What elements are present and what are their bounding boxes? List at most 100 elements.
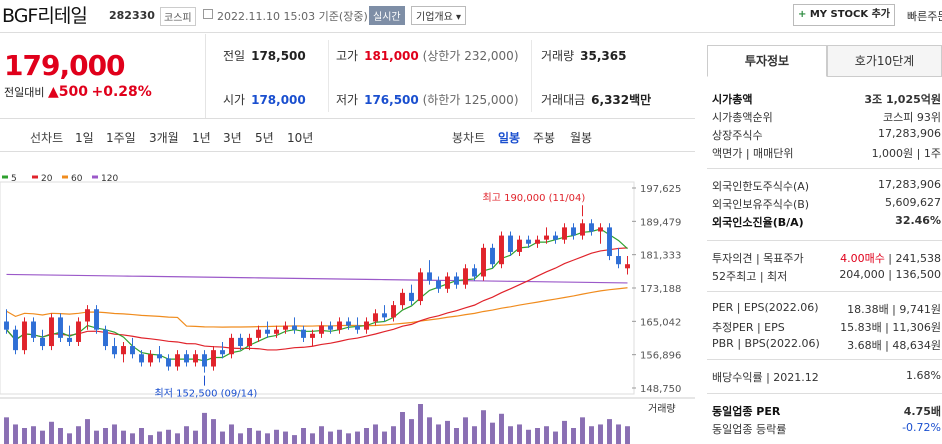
candle (58, 313, 63, 342)
info-row: 상장주식수 17,283,906 (712, 127, 942, 143)
candle (481, 243, 486, 281)
volume-bar (265, 433, 270, 444)
candle-body (409, 292, 414, 302)
candle-body (553, 235, 558, 240)
candle-body (364, 321, 369, 330)
candle-body (247, 337, 252, 347)
legend-label: 20 (41, 174, 53, 184)
volume-bar (382, 431, 387, 444)
candle (418, 268, 423, 306)
candle-body (256, 329, 261, 338)
candle-body (625, 264, 630, 269)
volume-bar (463, 417, 468, 444)
company-overview-dropdown[interactable]: 기업개요 ▾ (411, 6, 466, 25)
candle (616, 247, 621, 269)
tab-1year[interactable]: 1년 (192, 131, 211, 145)
volume-bar (94, 430, 99, 444)
candle-body (13, 329, 18, 351)
candle-body (373, 313, 378, 322)
volume-bar (364, 428, 369, 444)
info-row: PER | EPS(2022.06) 18.38배 | 9,741원 (712, 301, 942, 316)
tab-10year[interactable]: 10년 (287, 131, 314, 145)
candle-body (580, 223, 585, 236)
info-label: 시가총액 (712, 93, 753, 106)
candle (319, 321, 324, 338)
divider (707, 359, 942, 360)
volume-label: 거래량 (648, 403, 676, 415)
tab-investment-info[interactable]: 투자정보 (707, 45, 827, 77)
volume-bar (436, 424, 441, 444)
info-row: 투자의견 | 목표주가 4.00매수 | 241,538 (712, 250, 942, 266)
tab-3month[interactable]: 3개월 (149, 131, 179, 145)
candle (157, 346, 162, 363)
volume-bar (184, 426, 189, 444)
candle-body (274, 329, 279, 334)
volume-bar (13, 424, 18, 444)
info-row: 액면가 | 매매단위 1,000원 | 1주 (712, 145, 942, 161)
candle-body (472, 268, 477, 277)
candle (589, 219, 594, 236)
candle (535, 235, 540, 248)
prev-close-value: 178,500 (251, 49, 306, 63)
price-chart[interactable]: 5 20 60 120 197,625 189,479 181,333 173,188 165,… (0, 152, 695, 444)
volume-bar (4, 417, 9, 444)
candle (31, 317, 36, 342)
candle (553, 231, 558, 244)
candle (229, 333, 234, 359)
divider (328, 40, 329, 112)
info-value: 32.46% (895, 214, 941, 227)
candle (256, 325, 261, 342)
volume-bar (175, 433, 180, 444)
fast-order-link[interactable]: 빠른주문 (907, 10, 942, 23)
volume-bar (589, 426, 594, 444)
info-value: 3.68배 | 48,634원 (847, 339, 941, 352)
candle (454, 272, 459, 289)
realtime-button[interactable]: 실시간 (369, 6, 405, 25)
y-tick-label: 189,479 (640, 217, 681, 228)
candle-body (175, 354, 180, 367)
tab-1week[interactable]: 1주일 (106, 131, 136, 145)
tab-monthly[interactable]: 월봉 (570, 131, 593, 145)
price-change: 전일대비 ▲500 +0.28% (4, 84, 152, 100)
divider (531, 40, 532, 112)
open-label: 시가 (223, 93, 246, 107)
tab-5year[interactable]: 5년 (255, 131, 274, 145)
volume-bar (292, 435, 297, 444)
tab-daily[interactable]: 일봉 (498, 131, 521, 145)
tab-orderbook[interactable]: 호가10단계 (827, 45, 942, 77)
volume-bar (553, 431, 558, 444)
ma5-line (6, 228, 628, 362)
volume-bar (22, 428, 27, 444)
info-value: 17,283,906 (878, 178, 941, 191)
info-row: 동일업종 PER 4.75배 (712, 403, 942, 419)
candle (544, 227, 549, 244)
info-label: 외국인소진율(B/A) (712, 216, 804, 229)
tab-weekly[interactable]: 주봉 (533, 131, 556, 145)
candle-body (103, 329, 108, 347)
volume-bar (112, 424, 117, 444)
volume-bar (409, 419, 414, 444)
candle (139, 350, 144, 367)
volume-bar (283, 431, 288, 444)
volume-bar (445, 420, 450, 444)
candle-body (517, 239, 522, 252)
tab-3year[interactable]: 3년 (223, 131, 242, 145)
volume-bar (256, 430, 261, 444)
candle-body (148, 354, 153, 363)
candle-body (157, 354, 162, 359)
candle (598, 223, 603, 244)
candle (85, 305, 90, 330)
volume-bar (49, 421, 54, 444)
candle (373, 309, 378, 326)
divider (707, 168, 942, 169)
divider (205, 34, 206, 118)
stock-code: 282330 (109, 9, 155, 22)
add-mystock-button[interactable]: + MY STOCK 추가 (793, 4, 895, 26)
candle-body (193, 354, 198, 363)
info-row: 동일업종 등락률 -0.72% (712, 421, 942, 437)
tab-1day[interactable]: 1일 (75, 131, 94, 145)
info-label: 외국인보유주식수(B) (712, 198, 810, 211)
candle (265, 321, 270, 338)
candle (508, 231, 513, 257)
